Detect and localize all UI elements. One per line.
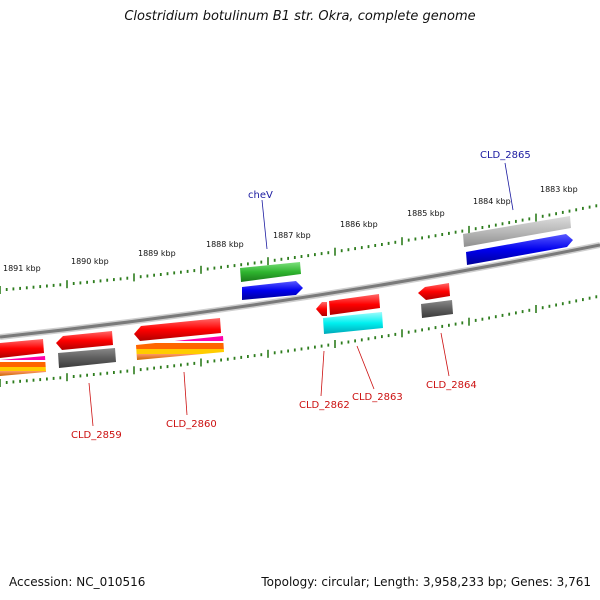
accession-text: Accession: NC_010516 xyxy=(9,575,146,589)
tick-track-lower xyxy=(0,295,598,387)
scale-label-1888: 1888 kbp xyxy=(206,240,244,249)
genome-backbone-core xyxy=(0,243,600,339)
gene-CLD_2860[interactable] xyxy=(134,318,224,360)
scale-label-1884: 1884 kbp xyxy=(473,197,511,206)
gene-cheV[interactable] xyxy=(240,262,301,282)
gene-label-cheV[interactable]: cheV xyxy=(248,190,273,201)
gene-label-CLD_2860[interactable]: CLD_2860 xyxy=(166,419,217,430)
scale-label-1885: 1885 kbp xyxy=(407,209,445,218)
scale-label-1891: 1891 kbp xyxy=(3,264,41,273)
gene-CLD_2864[interactable] xyxy=(418,283,453,318)
tick-track-upper xyxy=(0,204,598,294)
gene-label-CLD_2863[interactable]: CLD_2863 xyxy=(352,392,403,403)
gene-label-CLD_2865[interactable]: CLD_2865 xyxy=(480,150,531,161)
gene-label-CLD_2862[interactable]: CLD_2862 xyxy=(299,400,350,411)
scale-label-1886: 1886 kbp xyxy=(340,220,378,229)
gene-left-edge[interactable] xyxy=(0,339,46,376)
gene-CLD_2859[interactable] xyxy=(56,331,116,368)
gene-label-CLD_2864[interactable]: CLD_2864 xyxy=(426,380,477,391)
scale-label-1890: 1890 kbp xyxy=(71,257,109,266)
scale-label-1889: 1889 kbp xyxy=(138,249,176,258)
gene-cheV-cds[interactable] xyxy=(242,281,303,300)
gene-label-CLD_2859[interactable]: CLD_2859 xyxy=(71,430,122,441)
gene-CLD_2865-cds[interactable] xyxy=(466,234,573,265)
gene-CLD_2865[interactable] xyxy=(463,216,571,247)
gene-CLD_2862[interactable] xyxy=(316,302,327,316)
scale-label-1883: 1883 kbp xyxy=(540,185,578,194)
map-title: Clostridium botulinum B1 str. Okra, comp… xyxy=(124,9,476,24)
scale-label-1887: 1887 kbp xyxy=(273,231,311,240)
genome-summary-text: Topology: circular; Length: 3,958,233 bp… xyxy=(261,575,591,589)
gene-CLD_2863[interactable] xyxy=(323,294,383,334)
